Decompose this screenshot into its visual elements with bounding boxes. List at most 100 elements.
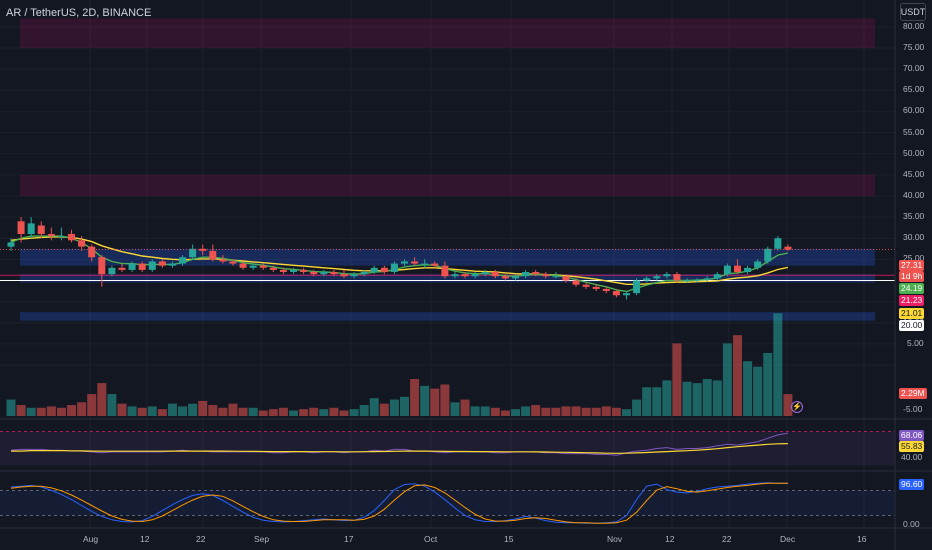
candle-body — [249, 265, 257, 268]
volume-bar — [773, 313, 783, 416]
volume-bar — [137, 407, 147, 416]
volume-bar — [278, 407, 288, 416]
candle-body — [754, 261, 762, 268]
candle-body — [360, 272, 368, 275]
volume-bar — [238, 407, 248, 416]
rsi-band — [0, 431, 895, 466]
candle-body — [229, 261, 237, 264]
candle-body — [572, 280, 580, 285]
candle-body — [522, 272, 530, 277]
candle-body — [78, 240, 86, 247]
candle-body — [350, 274, 358, 277]
volume-bar — [652, 387, 662, 416]
time-tick-label: Nov — [607, 534, 623, 544]
candle-body — [532, 272, 540, 275]
candle-body — [733, 265, 741, 273]
volume-bar — [571, 406, 581, 416]
volume-bar — [611, 407, 621, 416]
time-tick-label: 12 — [140, 534, 150, 544]
last-price-tag: 27.31 — [899, 260, 925, 271]
candle-body — [633, 280, 641, 294]
volume-bar — [16, 405, 26, 416]
candle-body — [491, 272, 499, 277]
candle-body — [411, 261, 419, 264]
stoch-d-line — [10, 482, 788, 524]
candle-body — [27, 223, 35, 234]
candle-body — [88, 246, 96, 258]
volume-bar — [561, 406, 571, 416]
volume-bar — [753, 366, 763, 416]
volume-bar — [551, 407, 561, 416]
candle-body — [703, 278, 711, 280]
countdown-tag: 1d 9h — [899, 271, 925, 282]
volume-bar — [178, 406, 188, 416]
candle-body — [421, 263, 429, 265]
candle-body — [653, 276, 661, 279]
volume-bar — [157, 409, 167, 416]
candle-body — [390, 263, 398, 273]
candle-body — [47, 233, 55, 237]
candle-body — [683, 280, 691, 282]
candle-body — [501, 276, 509, 279]
volume-bar — [511, 409, 520, 416]
time-tick-label: 16 — [857, 534, 867, 544]
candle-body — [592, 286, 600, 289]
volume-bar — [127, 406, 137, 416]
volume-bar — [77, 402, 87, 416]
price-tick-label: 60.00 — [903, 105, 925, 116]
currency-button[interactable]: USDT — [900, 3, 926, 21]
volume-bar — [369, 398, 379, 416]
volume-bar — [299, 409, 309, 416]
volume-bar — [339, 410, 349, 416]
candle-body — [98, 257, 106, 275]
candle-body — [219, 259, 227, 262]
candle-body — [57, 236, 65, 238]
candle-body — [259, 265, 267, 268]
candle-body — [158, 261, 166, 266]
volume-bar — [268, 409, 278, 416]
time-tick-label: Sep — [254, 534, 270, 544]
symbol-title[interactable]: AR / TetherUS, 2D, BINANCE — [6, 7, 152, 19]
rsi-ma-line — [11, 443, 788, 454]
candle-body — [693, 279, 701, 281]
time-tick-label: 22 — [722, 534, 732, 544]
volume-bar — [601, 406, 611, 416]
candle-body — [290, 269, 298, 273]
volume-bar — [420, 385, 430, 416]
volume-bar — [87, 394, 97, 416]
candle-body — [108, 267, 116, 275]
lightning-icon[interactable]: ⚡ — [791, 401, 803, 413]
volume-bar — [167, 403, 177, 416]
volume-bar — [309, 407, 319, 416]
price-tick-label: 40.00 — [903, 189, 925, 200]
volume-bar — [531, 405, 541, 416]
horizontal-line-tag: 20.00 — [899, 320, 925, 331]
volume-bar — [36, 407, 46, 416]
price-tick-label: 30.00 — [903, 232, 925, 243]
volume-bar — [26, 407, 36, 416]
volume-bar — [521, 406, 531, 416]
volume-bar — [763, 352, 773, 416]
volume-tag: 2.29M — [899, 388, 927, 399]
candle-body — [764, 248, 772, 262]
candle-body — [17, 221, 25, 234]
candle-body — [138, 263, 146, 270]
volume-bar — [642, 387, 652, 416]
price-tick-label: 75.00 — [903, 42, 925, 53]
candle-body — [723, 265, 731, 275]
candle-body — [622, 293, 630, 296]
volume-bar — [470, 406, 480, 416]
volume-bar — [430, 388, 440, 416]
candle-body — [663, 274, 671, 277]
grid-lines — [0, 0, 895, 528]
candle-body — [673, 274, 681, 281]
candle-body — [279, 269, 287, 273]
volume-bar — [107, 394, 117, 416]
candle-body — [7, 242, 15, 247]
candle-body — [118, 267, 126, 270]
ema-fast-tag: 24.19 — [899, 283, 925, 294]
candlesticks — [0, 217, 895, 300]
price-tick-label: 80.00 — [903, 20, 925, 31]
volume-bar — [6, 399, 16, 416]
